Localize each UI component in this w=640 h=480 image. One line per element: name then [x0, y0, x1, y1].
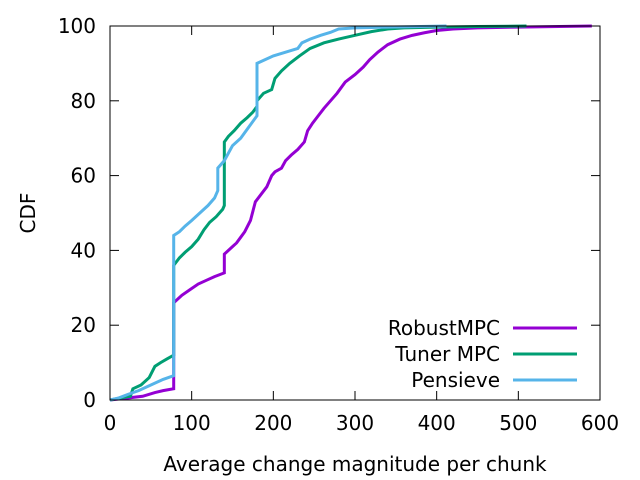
x-tick-label: 400 [418, 411, 456, 435]
y-tick-label: 80 [71, 89, 96, 113]
y-tick-label: 0 [83, 388, 96, 412]
plot-frame [109, 25, 601, 401]
series-line-pensieve [109, 24, 447, 402]
legend-label: Pensieve [411, 368, 500, 392]
series-line-robustmpc [109, 24, 592, 402]
y-tick-label: 100 [58, 14, 96, 38]
legend-label: RobustMPC [388, 316, 500, 340]
series-layer [109, 24, 592, 402]
ticks-layer: 0 100 200 300 400 500 600 0 20 40 60 80 100 [58, 14, 619, 435]
x-tick-label: 200 [254, 411, 292, 435]
series-line-tuner-mpc [109, 24, 527, 402]
y-tick-label: 60 [71, 164, 96, 188]
x-tick-label: 600 [581, 411, 619, 435]
x-tick-label: 500 [499, 411, 537, 435]
x-tick-label: 100 [173, 411, 211, 435]
y-tick-label: 20 [71, 313, 96, 337]
y-axis-title: CDF [16, 193, 40, 234]
y-tick-label: 40 [71, 238, 96, 262]
x-axis-title: Average change magnitude per chunk [163, 452, 547, 476]
x-tick-label: 0 [104, 411, 117, 435]
x-tick-label: 300 [336, 411, 374, 435]
legend-label: Tuner MPC [394, 342, 500, 366]
